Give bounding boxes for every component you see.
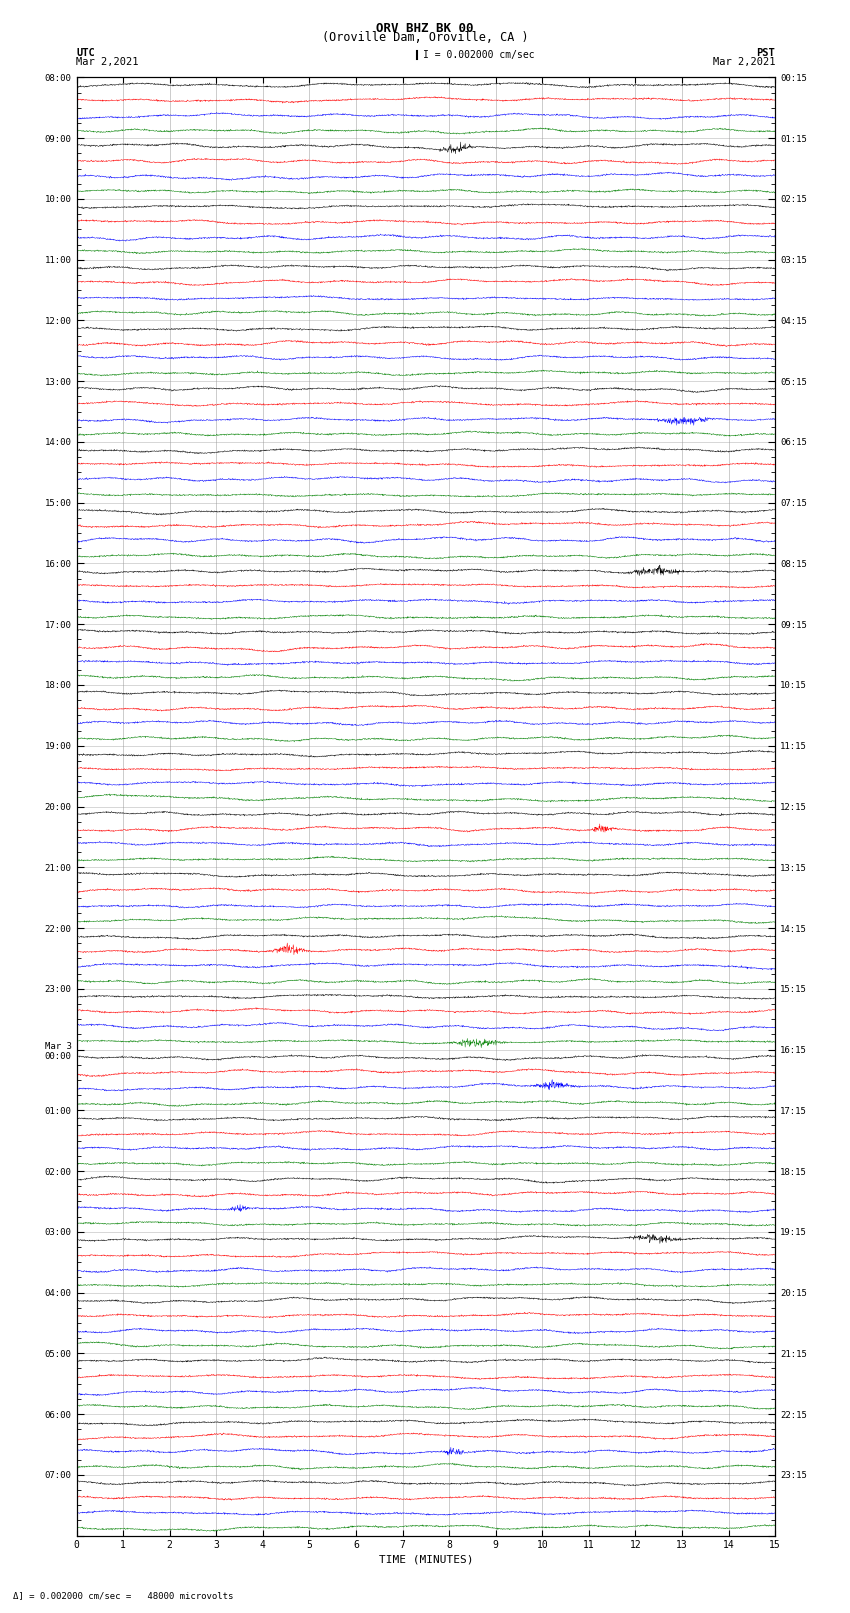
Text: Δ] = 0.002000 cm/sec =   48000 microvolts: Δ] = 0.002000 cm/sec = 48000 microvolts bbox=[13, 1590, 233, 1600]
Text: (Oroville Dam, Oroville, CA ): (Oroville Dam, Oroville, CA ) bbox=[321, 31, 529, 44]
Text: Mar 2,2021: Mar 2,2021 bbox=[76, 58, 139, 68]
Text: Mar 2,2021: Mar 2,2021 bbox=[712, 58, 775, 68]
Text: I = 0.002000 cm/sec: I = 0.002000 cm/sec bbox=[423, 50, 535, 60]
Text: UTC: UTC bbox=[76, 48, 95, 58]
Text: PST: PST bbox=[756, 48, 775, 58]
Text: ORV BHZ BK 00: ORV BHZ BK 00 bbox=[377, 21, 473, 35]
X-axis label: TIME (MINUTES): TIME (MINUTES) bbox=[378, 1555, 473, 1565]
